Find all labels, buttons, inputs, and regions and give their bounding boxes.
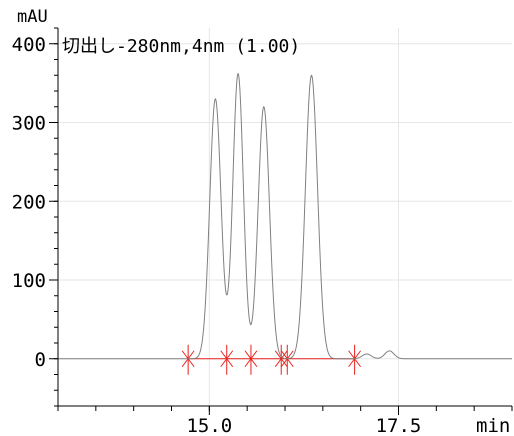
x-axis-unit-label: min [476, 415, 510, 436]
axes [49, 27, 513, 415]
integration-marker [280, 344, 294, 375]
y-tick-label: 300 [12, 113, 46, 135]
integration-marker [220, 344, 234, 375]
y-tick-label: 0 [35, 349, 46, 371]
integration-marker [274, 344, 288, 375]
y-tick-labels: 0 100 200 300 400 [12, 34, 46, 371]
series-trace [58, 72, 512, 360]
integration-marker-cross [244, 350, 258, 368]
integration-marker [181, 344, 195, 375]
integration-marker-cross [220, 350, 234, 368]
x-tick-labels: 15.0 17.5 [186, 415, 421, 436]
y-tick-label: 200 [12, 191, 46, 213]
chart-title: 切出し-280nm,4nm (1.00) [62, 36, 300, 57]
y-axis-unit-label: mAU [17, 7, 48, 27]
x-tick-label: 15.0 [186, 415, 232, 436]
grid-lines [58, 28, 512, 406]
y-tick-label: 100 [12, 270, 46, 292]
y-tick-label: 400 [12, 34, 46, 56]
integration-marker [244, 344, 258, 375]
integration-marker-cross [274, 350, 288, 368]
integration-marker [348, 344, 362, 375]
x-tick-label: 17.5 [376, 415, 422, 436]
